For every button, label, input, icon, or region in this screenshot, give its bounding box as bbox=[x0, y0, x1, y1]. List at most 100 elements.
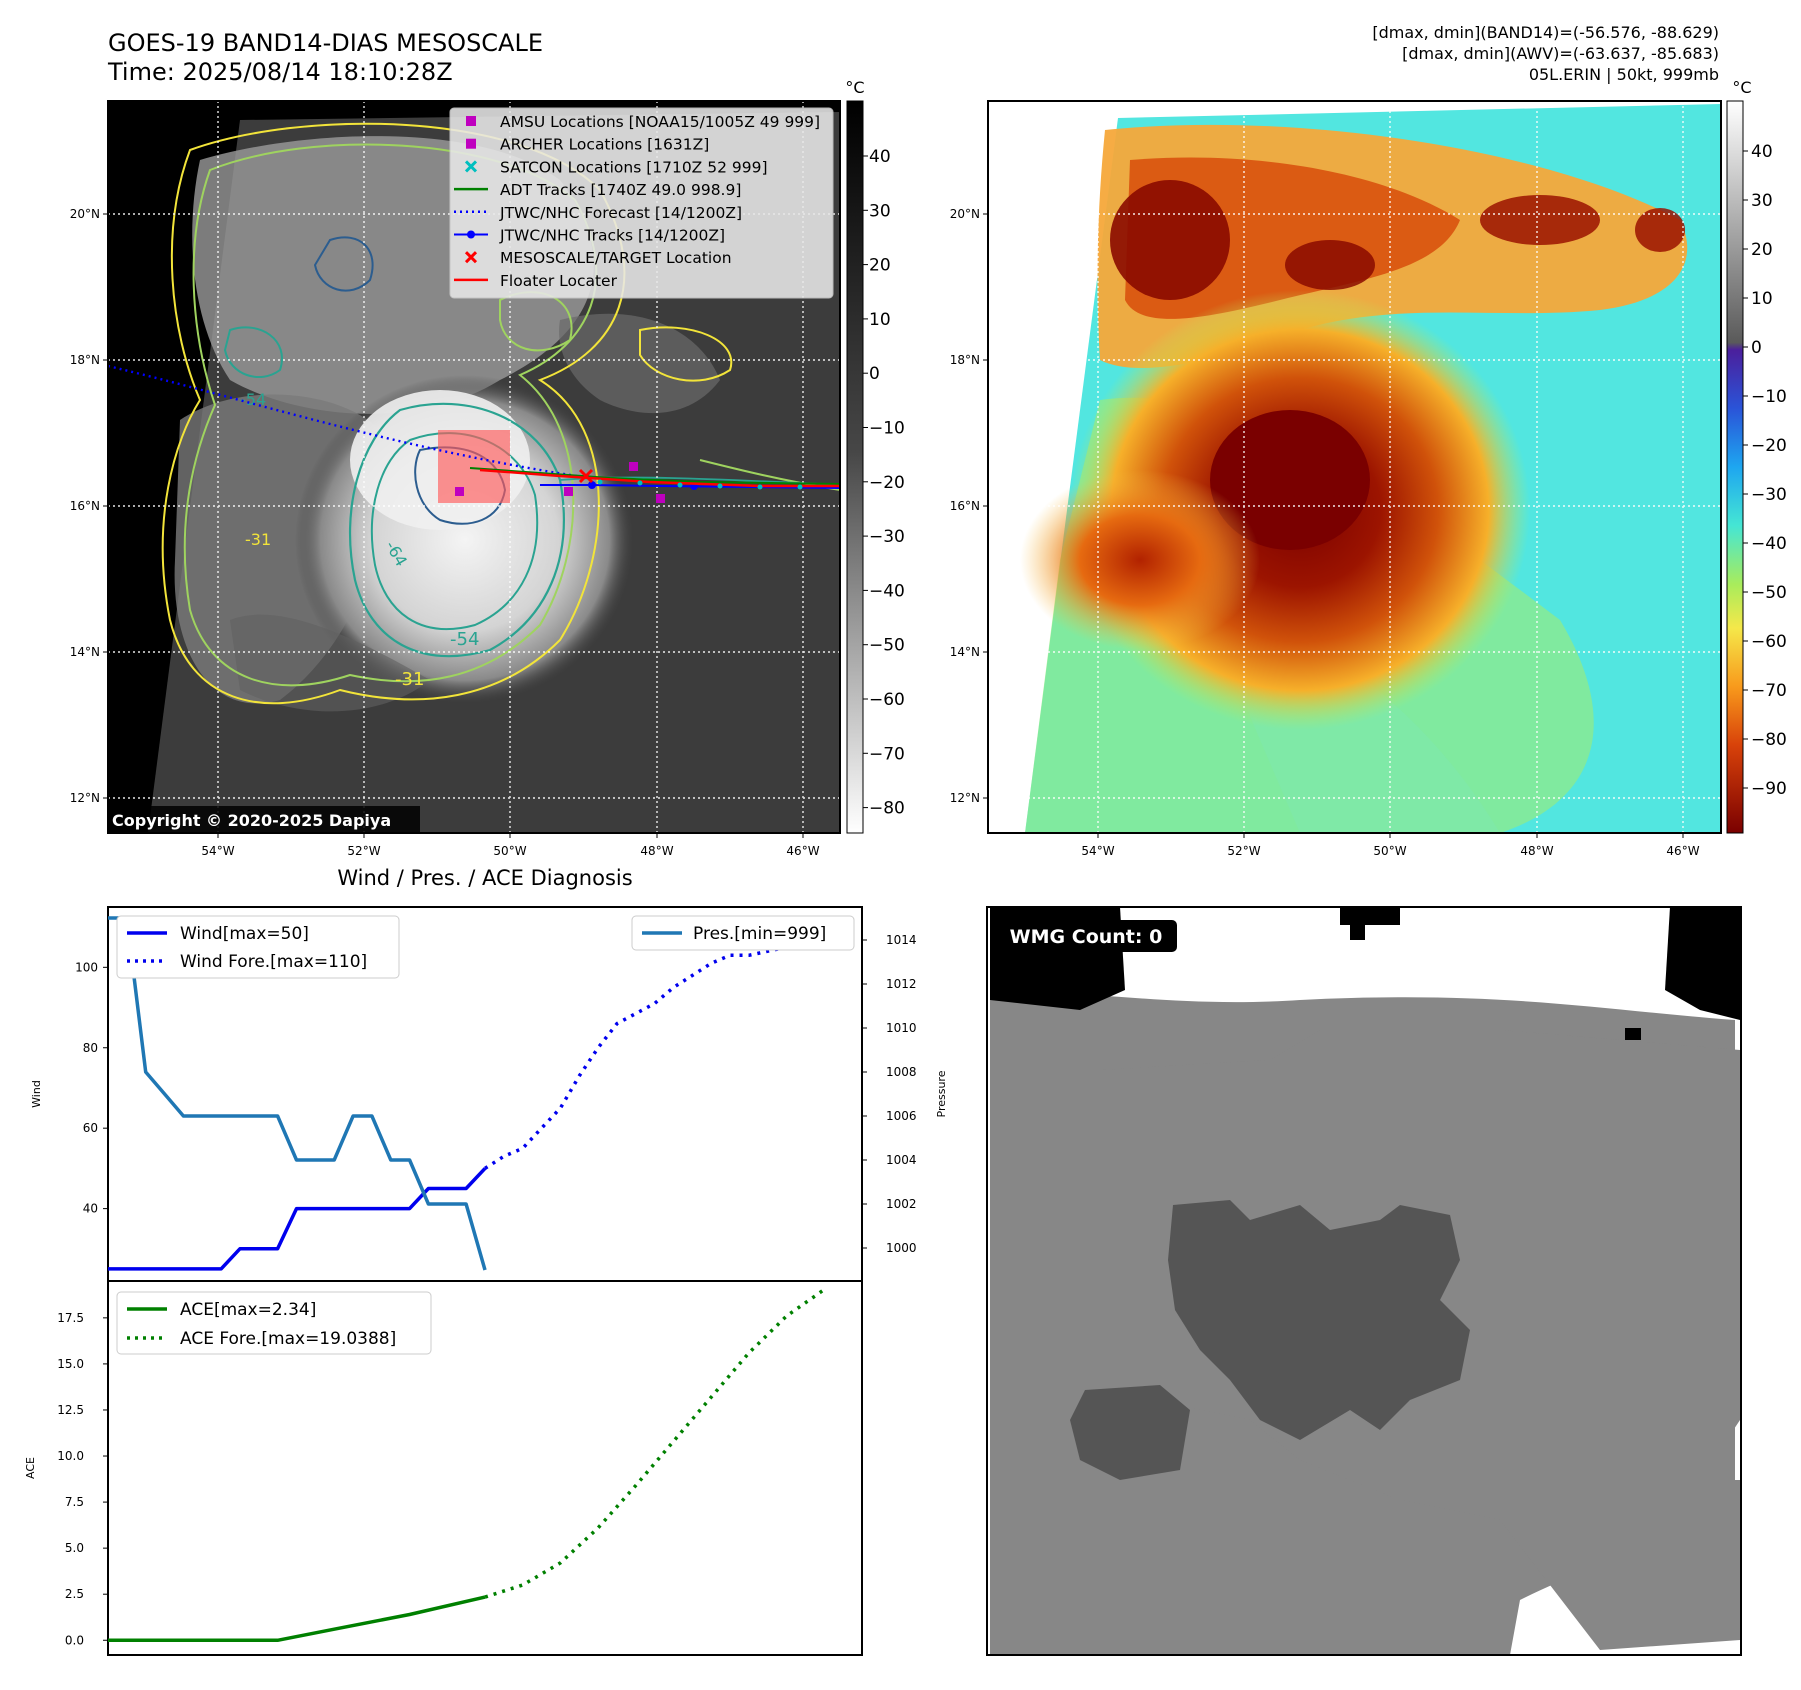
lat-tick-label: 20°N bbox=[950, 207, 980, 221]
legend-marker bbox=[464, 251, 478, 264]
colorbar-tick-label: −30 bbox=[869, 527, 905, 547]
colorbar-tick-label: −20 bbox=[1751, 436, 1787, 456]
info-awv: [dmax, dmin](AWV)=(-63.637, -85.683) bbox=[1402, 44, 1719, 63]
wmg-count-box bbox=[995, 920, 1177, 952]
legend-marker bbox=[466, 138, 476, 149]
colorbar-tick-label: −60 bbox=[1751, 632, 1787, 652]
wmg-count-label: WMG Count: 0 bbox=[1010, 926, 1163, 948]
lat-tick-label: 12°N bbox=[950, 791, 980, 805]
lon-tick-label: 46°W bbox=[1666, 844, 1699, 858]
ace-tick-label: 7.5 bbox=[65, 1495, 84, 1509]
color-colorbar: °C 40 30 20 10 0 −10 −20 −30 −40 −50 −60 −70 −80 −90 bbox=[1726, 78, 1787, 834]
map-axis-ticks: 54°W 52°W 50°W 48°W 46°W 20°N 18°N 16°N 14°N 12°N bbox=[70, 207, 820, 858]
lat-tick-label: 20°N bbox=[70, 207, 100, 221]
series-line bbox=[108, 916, 487, 1271]
copyright-box bbox=[108, 806, 420, 832]
info-storm: 05L.ERIN | 50kt, 999mb bbox=[1529, 65, 1719, 84]
lon-tick-label: 54°W bbox=[1081, 844, 1114, 858]
colorbar-tick-label: −80 bbox=[869, 799, 905, 819]
lat-tick-label: 16°N bbox=[70, 499, 100, 513]
legend-marker bbox=[464, 160, 478, 173]
wmg-frame bbox=[986, 906, 1742, 1656]
colorbar-tick-label: 10 bbox=[869, 310, 891, 330]
target-marker bbox=[578, 468, 594, 484]
legend-wind: Wind[max=50] bbox=[180, 924, 309, 944]
legend-ace: ACE[max=2.34] bbox=[180, 1300, 316, 1320]
colorbar-tick-label: −50 bbox=[1751, 583, 1787, 603]
legend-wind-forecast: Wind Fore.[max=110] bbox=[180, 952, 367, 972]
wind-legend: Wind[max=50] Wind Fore.[max=110] bbox=[116, 915, 400, 979]
pressure-axis-label: Pressure bbox=[935, 1070, 948, 1117]
colorbar-tick-label: 30 bbox=[1751, 191, 1773, 211]
wmg-panel: WMG Count: 0 bbox=[986, 906, 1742, 1656]
map-gridlines bbox=[988, 101, 1721, 833]
lon-tick-label: 48°W bbox=[640, 844, 673, 858]
legend-label: JTWC/NHC Forecast [14/1200Z] bbox=[499, 204, 742, 222]
pressure-tick-label: 1014 bbox=[886, 933, 917, 947]
ir-map-panel: -54 -64 -54 -31 -31 bbox=[70, 100, 841, 858]
lat-tick-label: 14°N bbox=[950, 645, 980, 659]
pressure-tick-label: 1012 bbox=[886, 977, 917, 991]
series-line bbox=[108, 1595, 486, 1643]
colorbar-tick-label: −80 bbox=[1751, 730, 1787, 750]
colorbar-tick-label: −20 bbox=[869, 473, 905, 493]
map-frame bbox=[987, 100, 1722, 834]
contour-label: -54 bbox=[240, 390, 266, 409]
map-axis-ticks: 54°W 52°W 50°W 48°W 46°W 20°N 18°N 16°N 14°N 12°N bbox=[950, 207, 1700, 858]
wind-tick-label: 60 bbox=[83, 1121, 98, 1135]
pressure-tick-label: 1010 bbox=[886, 1021, 917, 1035]
ace-tick-label: 15.0 bbox=[57, 1357, 84, 1371]
lat-tick-label: 16°N bbox=[950, 499, 980, 513]
wmg-dark-core bbox=[1168, 1200, 1470, 1440]
jtwc-track bbox=[540, 484, 840, 489]
figure-title: GOES-19 BAND14-DIAS MESOSCALE bbox=[108, 29, 543, 57]
ace-legend: ACE[max=2.34] ACE Fore.[max=19.0388] bbox=[116, 1291, 432, 1355]
legend-label: SATCON Locations [1710Z 52 999] bbox=[500, 158, 768, 176]
ace-tick-label: 12.5 bbox=[57, 1403, 84, 1417]
pressure-tick-label: 1006 bbox=[886, 1109, 917, 1123]
wind-axis-label: Wind bbox=[30, 1080, 43, 1108]
lon-tick-label: 50°W bbox=[493, 844, 526, 858]
wind-pressure-chart: Wind Pressure 100 80 60 40 1014 1012 1010 1008… bbox=[30, 906, 948, 1282]
colorbar-unit: °C bbox=[1732, 78, 1751, 97]
ace-chart: ACE 17.5 15.0 12.5 10.0 7.5 5.0 2.5 0.0 ACE[max… bbox=[24, 1280, 863, 1656]
wind-tick-label: 40 bbox=[83, 1202, 98, 1216]
pressure-tick-label: 1008 bbox=[886, 1065, 917, 1079]
lon-tick-label: 50°W bbox=[1373, 844, 1406, 858]
colorbar-tick-label: 40 bbox=[869, 147, 891, 167]
legend-label: MESOSCALE/TARGET Location bbox=[500, 249, 732, 267]
colorbar-tick-label: 0 bbox=[1751, 338, 1762, 358]
figure-header: GOES-19 BAND14-DIAS MESOSCALE Time: 2025… bbox=[107, 23, 1719, 86]
pressure-tick-label: 1000 bbox=[886, 1241, 917, 1255]
pressure-tick-label: 1004 bbox=[886, 1153, 917, 1167]
ace-tick-label: 17.5 bbox=[57, 1311, 84, 1325]
series-line bbox=[484, 945, 787, 1170]
colorbar-tick-label: 20 bbox=[1751, 240, 1773, 260]
legend-marker bbox=[467, 230, 475, 239]
lat-tick-label: 18°N bbox=[70, 353, 100, 367]
colorbar-tick-label: −40 bbox=[1751, 534, 1787, 554]
ace-tick-label: 0.0 bbox=[65, 1633, 84, 1647]
info-band14: [dmax, dmin](BAND14)=(-56.576, -88.629) bbox=[1372, 23, 1719, 42]
legend-ace-forecast: ACE Fore.[max=19.0388] bbox=[180, 1329, 396, 1349]
contour-label: -54 bbox=[450, 629, 479, 650]
satcon-markers bbox=[597, 479, 803, 490]
pressure-legend: Pres.[min=999] bbox=[631, 915, 855, 951]
lon-tick-label: 52°W bbox=[347, 844, 380, 858]
colorbar-tick-label: −60 bbox=[869, 690, 905, 710]
ace-tick-label: 5.0 bbox=[65, 1541, 84, 1555]
colorbar-tick-label: 10 bbox=[1751, 289, 1773, 309]
colorbar-tick-label: 20 bbox=[869, 256, 891, 276]
figure-time: Time: 2025/08/14 18:10:28Z bbox=[107, 58, 453, 86]
floater-track bbox=[479, 468, 840, 488]
colorbar-tick-label: −90 bbox=[1751, 779, 1787, 799]
colorbar-tick-label: −40 bbox=[869, 581, 905, 601]
colorbar-tick-label: −10 bbox=[1751, 387, 1787, 407]
color-ir-imagery bbox=[988, 101, 1721, 833]
adt-track bbox=[469, 467, 840, 485]
colorbar-tick-label: −70 bbox=[869, 744, 905, 764]
color-ir-map-panel: 54°W 52°W 50°W 48°W 46°W 20°N 18°N 16°N 14°N 12°N bbox=[950, 100, 1722, 858]
lon-tick-label: 52°W bbox=[1227, 844, 1260, 858]
ace-axis-label: ACE bbox=[24, 1457, 37, 1479]
